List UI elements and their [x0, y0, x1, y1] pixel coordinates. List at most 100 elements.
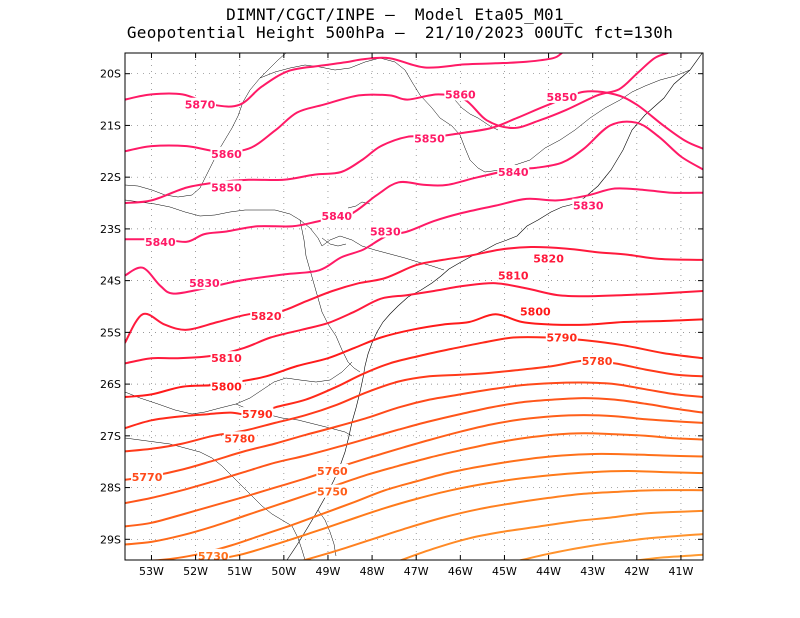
x-tick-label: 42W [624, 565, 649, 578]
plot-frame [124, 52, 704, 561]
contour-label-5800: 5800 [520, 306, 551, 319]
contour-5740 [125, 432, 703, 546]
contour-label-bg [197, 548, 230, 560]
country-border-west [125, 361, 353, 415]
y-tick-label: 23S [100, 223, 121, 236]
contour-label-bg [519, 304, 552, 318]
x-tick-label: 43W [580, 565, 605, 578]
contour-label-5730: 5730 [198, 550, 229, 563]
x-tick-label: 51W [227, 565, 252, 578]
contour-5820 [125, 245, 703, 344]
contour-label-bg [532, 251, 565, 265]
y-tick-label: 25S [100, 326, 121, 339]
y-tick-label: 22S [100, 171, 121, 184]
x-tick-label: 46W [448, 565, 473, 578]
contour-label-bg [210, 146, 243, 160]
contour-label-bg [316, 484, 349, 498]
contour-label-bg [320, 208, 353, 222]
y-tick-label: 29S [100, 533, 121, 546]
contour-5780 [125, 359, 703, 453]
contour-label-bg [210, 180, 243, 194]
y-tick-label: 21S [100, 119, 121, 132]
contour-label-bg [497, 268, 530, 282]
x-tick-label: 45W [492, 565, 517, 578]
contour-5690 [517, 533, 703, 560]
contour-5770 [125, 381, 703, 481]
contour-label-5860: 5860 [211, 148, 242, 161]
contour-label-bg [131, 470, 164, 484]
contour-label-bg [581, 353, 614, 367]
contour-label-5790: 5790 [242, 408, 273, 421]
chart-title: DIMNT/CGCT/INPE – Model Eta05_M01_ Geopo… [0, 6, 800, 42]
y-tick-label: 24S [100, 275, 121, 288]
y-tick-label: 26S [100, 378, 121, 391]
y-tick-label: 28S [100, 482, 121, 495]
contour-label-bg [497, 164, 530, 178]
contour-label-5830: 5830 [189, 277, 220, 290]
contour-label-5810: 5810 [211, 352, 242, 365]
x-tick-label: 53W [139, 565, 164, 578]
contour-label-5870: 5870 [185, 99, 216, 112]
contour-label-bg [545, 330, 578, 344]
contour-label-5840: 5840 [321, 210, 352, 223]
contour-label-bg [188, 276, 221, 290]
country-border-south [125, 437, 306, 560]
contour-label-bg [413, 131, 446, 145]
contour-lines [125, 53, 703, 560]
contour-label-bg [210, 351, 243, 365]
contour-label-5820: 5820 [533, 252, 564, 265]
gridlines [125, 53, 703, 560]
contour-5790 [125, 336, 703, 430]
contour-label-bg [144, 234, 177, 248]
contour-5760 [125, 397, 703, 505]
state-border-central [259, 57, 691, 173]
reservoir-1 [454, 99, 499, 131]
coastline-and-borders [125, 53, 703, 560]
contour-label-5760: 5760 [317, 465, 348, 478]
x-tick-label: 50W [271, 565, 296, 578]
contour-label-bg [223, 431, 256, 445]
contour-5750 [125, 414, 703, 528]
contour-5680 [632, 553, 703, 560]
reservoir-2 [321, 237, 347, 247]
contour-label-bg [316, 464, 349, 478]
contour-label-bg [241, 407, 274, 421]
lagoon [317, 509, 337, 557]
contour-label-5840: 5840 [145, 236, 176, 249]
x-tick-label: 52W [183, 565, 208, 578]
contour-label-5750: 5750 [317, 486, 348, 499]
contour-label-bg [572, 198, 605, 212]
contour-5700 [398, 509, 703, 560]
contour-5710 [301, 489, 703, 560]
x-tick-label: 48W [360, 565, 385, 578]
contour-label-5850: 5850 [414, 132, 445, 145]
axis-ticks: 53W 52W 51W 50W 49W 48W 47W 46W 45W 44W 43W 42W 41W 2… [100, 53, 703, 578]
x-tick-label: 47W [404, 565, 429, 578]
coastline [286, 53, 703, 560]
contour-label-bg [444, 87, 477, 101]
x-tick-label: 44W [536, 565, 561, 578]
contour-5730 [125, 452, 703, 560]
state-border-pr-sc [299, 219, 361, 373]
contour-5840 [125, 120, 703, 243]
contour-label-5850: 5850 [546, 91, 577, 104]
x-tick-label: 49W [316, 565, 341, 578]
contour-label-5820: 5820 [251, 310, 282, 323]
contour-labels: 5870 5860 5860 5850 5850 5850 5840 5840 5840 5830… [131, 87, 614, 563]
x-tick-label: 41W [669, 565, 694, 578]
contour-label-5780: 5780 [224, 432, 255, 445]
contour-label-5780: 5780 [582, 355, 613, 368]
contour-label-5810: 5810 [498, 269, 529, 282]
contour-label-bg [210, 379, 243, 393]
y-tick-label: 27S [100, 430, 121, 443]
contour-label-5770: 5770 [132, 471, 163, 484]
contour-label-5830: 5830 [370, 225, 401, 238]
contour-label-bg [369, 224, 402, 238]
contour-label-5860: 5860 [445, 88, 476, 101]
contour-label-bg [250, 308, 283, 322]
contour-label-bg [184, 97, 217, 111]
state-border-north [125, 53, 287, 198]
contour-label-5850: 5850 [211, 182, 242, 195]
chart-title-line2: Geopotential Height 500hPa – 21/10/2023 … [126, 23, 674, 42]
